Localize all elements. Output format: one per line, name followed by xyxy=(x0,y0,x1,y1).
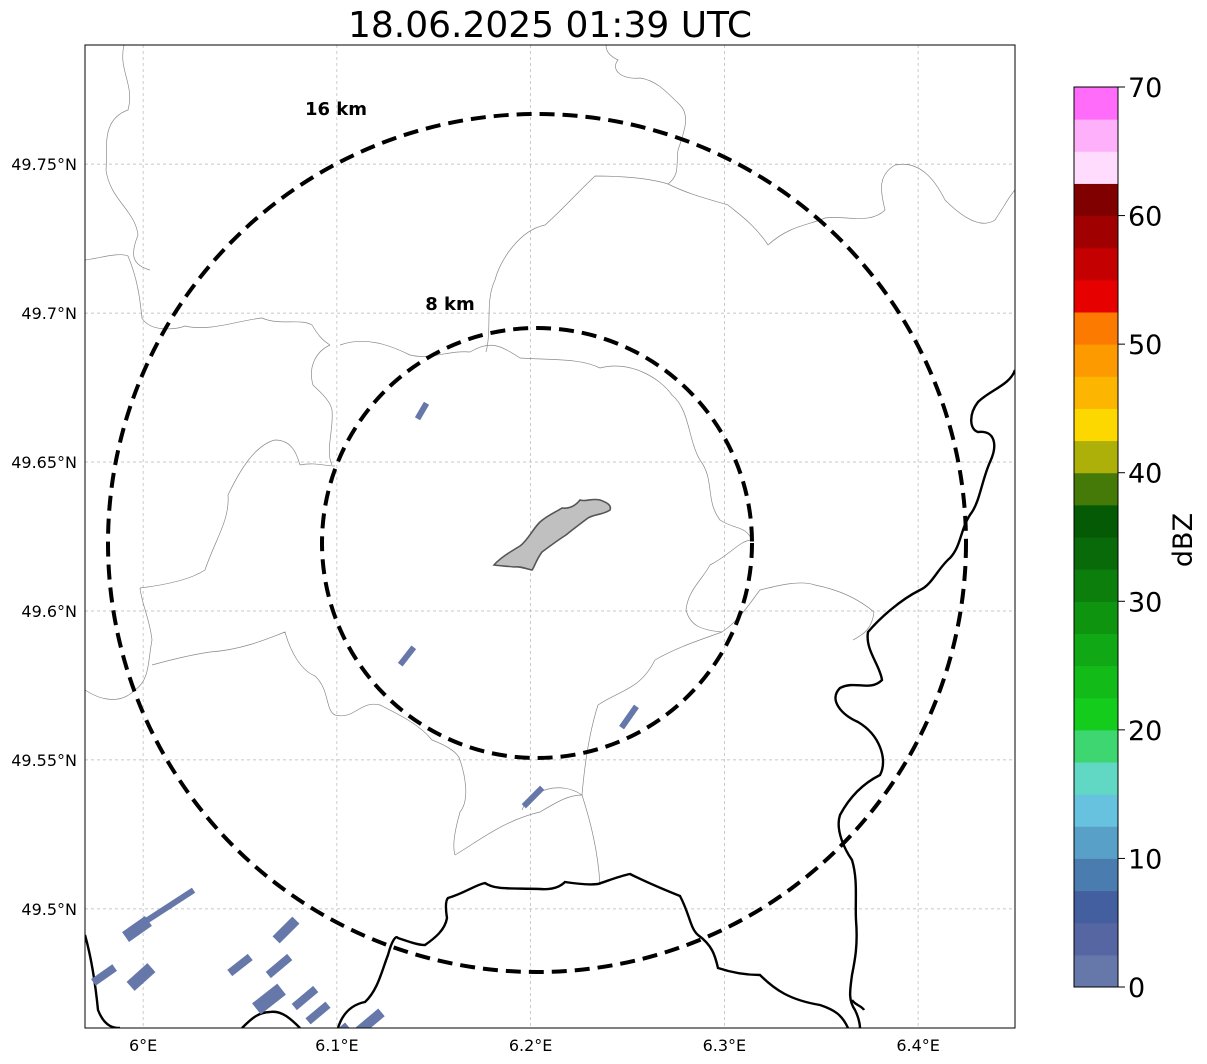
echo-cell xyxy=(126,963,156,991)
echo-cell xyxy=(521,785,545,809)
colorbar-segment xyxy=(1074,858,1118,892)
colorbar-segment xyxy=(1074,376,1118,409)
colorbar-frame xyxy=(1073,86,1119,988)
colorbar-segment xyxy=(1074,569,1118,602)
colorbar-segment xyxy=(1074,279,1118,313)
colorbar-tick-label: 10 xyxy=(1128,844,1162,875)
echo-cell xyxy=(272,916,300,944)
colorbar-segment xyxy=(1074,504,1118,538)
colorbar-segment xyxy=(1074,762,1118,795)
range-ring-8km xyxy=(320,326,754,760)
echo-cell xyxy=(355,1008,385,1028)
echo-cell xyxy=(414,401,430,421)
colorbar-label: dBZ xyxy=(1168,513,1199,567)
colorbar-segment xyxy=(1074,633,1118,667)
colorbar-segment xyxy=(1074,344,1118,377)
colorbar-segment xyxy=(1074,697,1118,731)
colorbar-tick-label: 60 xyxy=(1128,202,1162,233)
lat-tick-label: 49.5°N xyxy=(21,900,77,919)
echo-cell xyxy=(227,953,253,977)
colorbar-segment xyxy=(1074,794,1118,827)
lat-tick-label: 49.6°N xyxy=(21,602,77,621)
echo-cell xyxy=(291,985,319,1011)
colorbar-segment xyxy=(1074,247,1118,281)
range-ring-label-16km: 16 km xyxy=(305,99,367,120)
colorbar-segment xyxy=(1074,472,1118,506)
colorbar-segment xyxy=(1074,922,1118,956)
colorbar-segment xyxy=(1074,440,1118,474)
latitude-ticks: 49.5°N 49.55°N 49.6°N 49.65°N 49.7°N 49.75°N xyxy=(11,155,77,919)
radar-echoes xyxy=(91,401,639,1028)
lon-tick-label: 6°E xyxy=(129,1036,157,1055)
colorbar-segment xyxy=(1074,826,1118,859)
echo-cell xyxy=(619,704,639,730)
country-borders xyxy=(85,369,1015,1028)
lon-tick-label: 6.2°E xyxy=(509,1036,553,1055)
echo-cell xyxy=(91,964,117,986)
range-rings xyxy=(106,112,968,974)
colorbar-tick-label: 70 xyxy=(1128,73,1162,104)
colorbar-segment xyxy=(1074,215,1118,249)
colorbar-tick-label: 20 xyxy=(1128,716,1162,747)
colorbar-tick-label: 50 xyxy=(1128,330,1162,361)
colorbar-segment xyxy=(1074,954,1118,988)
colorbar-segment xyxy=(1074,119,1118,152)
echo-cell xyxy=(122,916,152,942)
longitude-ticks: 6°E 6.1°E 6.2°E 6.3°E 6.4°E xyxy=(129,1036,940,1055)
colorbar-segment xyxy=(1074,665,1118,699)
range-ring-16km xyxy=(106,112,968,974)
colorbar xyxy=(1074,87,1118,988)
colorbar-segment xyxy=(1074,729,1118,763)
colorbar-ticks: 0 10 20 30 40 50 60 70 xyxy=(1118,73,1162,1004)
lon-tick-label: 6.4°E xyxy=(896,1036,940,1055)
gridlines xyxy=(85,45,1015,1028)
echo-cell xyxy=(305,1001,331,1025)
colorbar-tick-label: 0 xyxy=(1128,973,1145,1004)
range-ring-label-8km: 8 km xyxy=(425,294,475,315)
echo-cell xyxy=(265,953,293,979)
echo-cell xyxy=(252,983,286,1015)
colorbar-segment xyxy=(1074,151,1118,184)
colorbar-segment xyxy=(1074,183,1118,217)
municipal-boundaries xyxy=(85,45,1015,886)
lat-tick-label: 49.75°N xyxy=(11,155,77,174)
colorbar-segment xyxy=(1074,408,1118,442)
lat-tick-label: 49.7°N xyxy=(21,304,77,323)
colorbar-segment xyxy=(1074,601,1118,634)
echo-cell xyxy=(397,645,417,667)
colorbar-segment xyxy=(1074,537,1118,570)
colorbar-segment xyxy=(1074,312,1118,345)
echo-cell xyxy=(329,1022,351,1028)
lat-tick-label: 49.65°N xyxy=(11,453,77,472)
city-area xyxy=(492,498,612,571)
lat-tick-label: 49.55°N xyxy=(11,751,77,770)
colorbar-tick-label: 30 xyxy=(1128,587,1162,618)
chart-title: 18.06.2025 01:39 UTC xyxy=(347,5,753,46)
colorbar-segment xyxy=(1074,87,1118,120)
lon-tick-label: 6.1°E xyxy=(315,1036,359,1055)
lon-tick-label: 6.3°E xyxy=(703,1036,747,1055)
map-frame xyxy=(84,44,1016,1029)
colorbar-tick-label: 40 xyxy=(1128,459,1162,490)
colorbar-segment xyxy=(1074,890,1118,924)
